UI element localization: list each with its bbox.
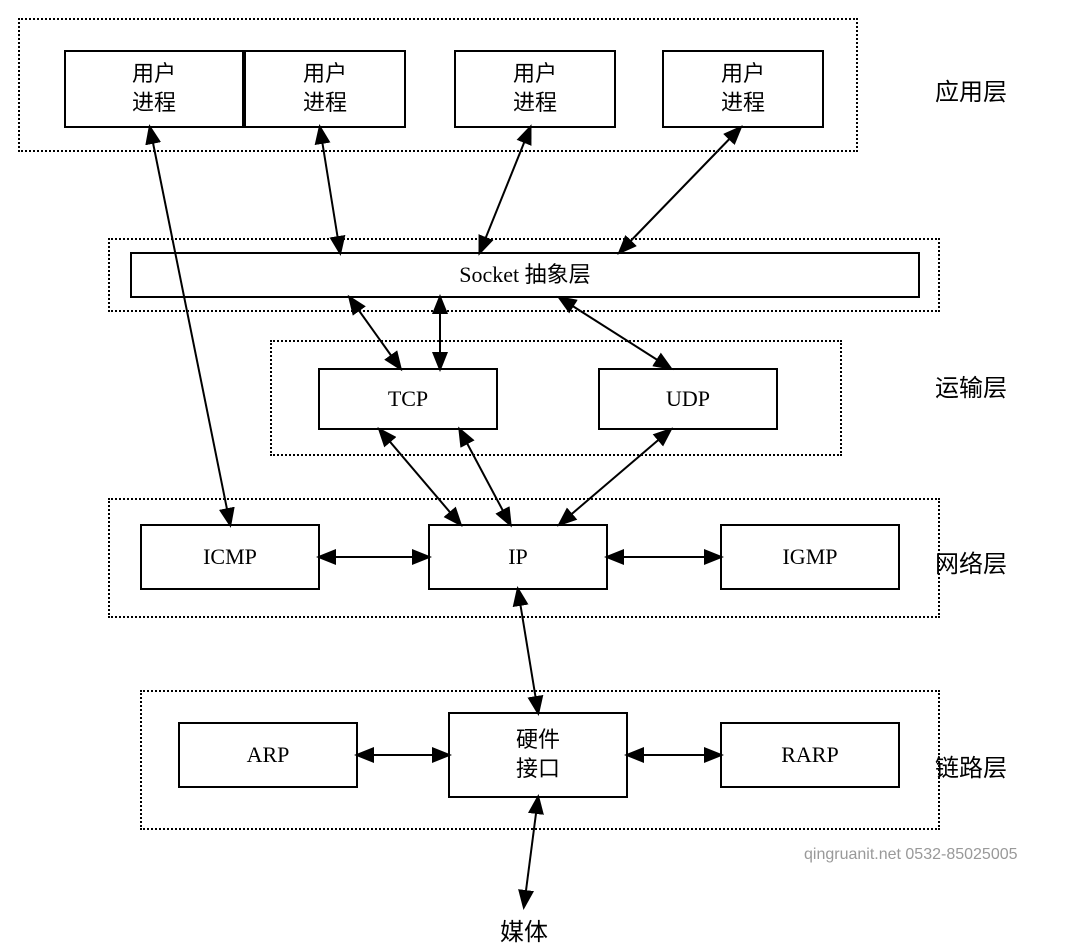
igmp-box: IGMP [720, 524, 900, 590]
node-label: RARP [781, 741, 838, 770]
user-process-box-4: 用户 进程 [662, 50, 824, 128]
icmp-box: ICMP [140, 524, 320, 590]
node-label: 进程 [132, 89, 176, 118]
node-label: TCP [388, 385, 428, 414]
user-process-box-1: 用户 进程 [64, 50, 244, 128]
node-label: 硬件 [516, 726, 560, 755]
rarp-box: RARP [720, 722, 900, 788]
node-label: 接口 [516, 755, 560, 784]
user-process-box-3: 用户 进程 [454, 50, 616, 128]
tcp-box: TCP [318, 368, 498, 430]
node-label: 进程 [513, 89, 557, 118]
socket-abstraction-box: Socket 抽象层 [130, 252, 920, 298]
node-label: 用户 [303, 60, 347, 89]
ip-box: IP [428, 524, 608, 590]
edge-arrow [150, 128, 230, 524]
arp-box: ARP [178, 722, 358, 788]
node-label: IGMP [782, 543, 837, 572]
node-label: 进程 [303, 89, 347, 118]
media-label: 媒体 [500, 912, 548, 947]
hardware-interface-box: 硬件 接口 [448, 712, 628, 798]
node-label: 用户 [513, 60, 557, 89]
node-label: 用户 [721, 60, 765, 89]
node-label: UDP [666, 385, 710, 414]
node-label: ARP [247, 741, 290, 770]
node-label: 用户 [132, 60, 176, 89]
network-layer-label: 网络层 [935, 544, 1007, 579]
user-process-box-2: 用户 进程 [244, 50, 406, 128]
node-label: Socket 抽象层 [459, 261, 590, 290]
node-label: IP [508, 543, 528, 572]
udp-box: UDP [598, 368, 778, 430]
node-label: ICMP [203, 543, 257, 572]
watermark-text: qingruanit.net 0532-85025005 [804, 846, 1018, 864]
application-layer-label: 应用层 [935, 72, 1007, 107]
node-label: 进程 [721, 89, 765, 118]
transport-layer-label: 运输层 [935, 368, 1007, 403]
link-layer-label: 链路层 [935, 748, 1007, 783]
